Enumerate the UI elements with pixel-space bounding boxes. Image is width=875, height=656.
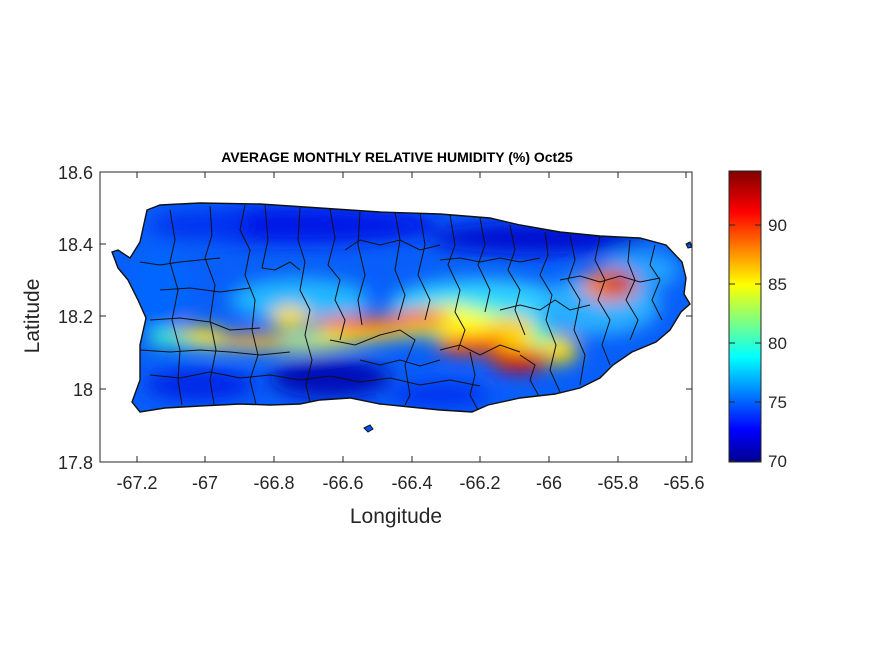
colorbar-tick-label: 75 bbox=[768, 393, 787, 412]
y-tick-label: 18 bbox=[73, 380, 93, 400]
municipality-boundaries bbox=[139, 204, 663, 411]
x-tick-label: -66.6 bbox=[322, 473, 363, 493]
x-tick-label: -66.2 bbox=[459, 473, 500, 493]
colorbar-tick-label: 80 bbox=[768, 334, 787, 353]
x-tick-label: -67.2 bbox=[116, 473, 157, 493]
colorbar-tick-label: 90 bbox=[768, 216, 787, 235]
y-axis-label: Latitude bbox=[21, 279, 44, 354]
x-tick-label: -65.6 bbox=[663, 473, 704, 493]
x-tick-label: -65.8 bbox=[597, 473, 638, 493]
colorbar-tick-label: 70 bbox=[768, 452, 787, 471]
x-tick-label: -67 bbox=[192, 473, 218, 493]
y-tick-label: 18.6 bbox=[58, 163, 93, 183]
x-tick-label: -66 bbox=[536, 473, 562, 493]
y-tick-label: 18.4 bbox=[58, 235, 93, 255]
chart-title: AVERAGE MONTHLY RELATIVE HUMIDITY (%) Oc… bbox=[221, 149, 573, 165]
island-outline bbox=[111, 202, 691, 413]
small-island bbox=[363, 424, 374, 433]
colorbar: 70 75 80 85 90 bbox=[728, 170, 787, 471]
humidity-heatmap bbox=[112, 203, 690, 412]
x-tick-label: -66.8 bbox=[253, 473, 294, 493]
x-tick-label: -66.4 bbox=[391, 473, 432, 493]
y-tick-label: 18.2 bbox=[58, 307, 93, 327]
colorbar-tick-label: 85 bbox=[768, 275, 787, 294]
x-axis: -67.2 -67 -66.8 -66.6 -66.4 -66.2 -66 -6… bbox=[116, 172, 705, 493]
y-tick-label: 17.8 bbox=[58, 453, 93, 473]
colorbar-scale bbox=[728, 170, 762, 463]
x-axis-label: Longitude bbox=[350, 505, 442, 528]
y-axis: 18.6 18.4 18.2 18 17.8 bbox=[58, 163, 692, 473]
